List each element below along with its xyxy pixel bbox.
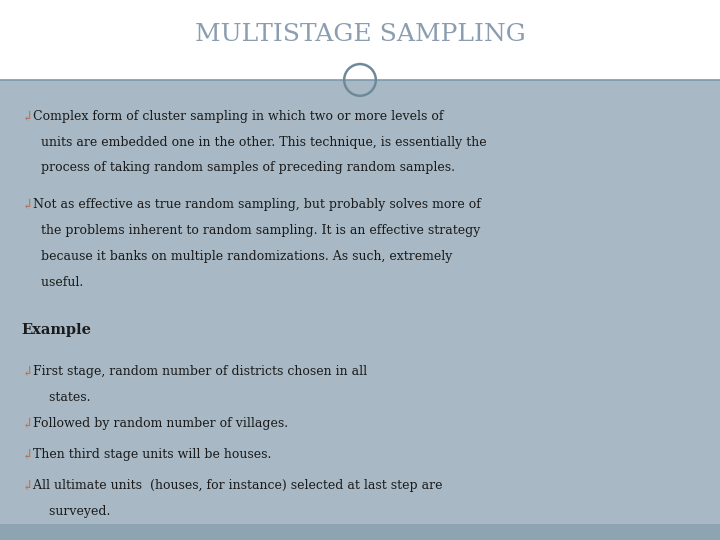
Text: states.: states.: [29, 391, 90, 404]
Text: All ultimate units  (houses, for instance) selected at last step are: All ultimate units (houses, for instance…: [29, 479, 442, 492]
Text: the problems inherent to random sampling. It is an effective strategy: the problems inherent to random sampling…: [29, 224, 480, 237]
Text: ↲: ↲: [22, 198, 33, 212]
Text: Example: Example: [22, 323, 91, 338]
Text: ↲: ↲: [22, 110, 33, 124]
Text: process of taking random samples of preceding random samples.: process of taking random samples of prec…: [29, 161, 455, 174]
Text: MULTISTAGE SAMPLING: MULTISTAGE SAMPLING: [194, 23, 526, 46]
Text: First stage, random number of districts chosen in all: First stage, random number of districts …: [29, 365, 367, 378]
Text: Complex form of cluster sampling in which two or more levels of: Complex form of cluster sampling in whic…: [29, 110, 444, 123]
Text: Not as effective as true random sampling, but probably solves more of: Not as effective as true random sampling…: [29, 198, 481, 211]
Text: ↲: ↲: [22, 448, 33, 462]
FancyBboxPatch shape: [0, 524, 720, 540]
Text: ↲: ↲: [22, 417, 33, 431]
Text: ↲: ↲: [22, 365, 33, 379]
Text: useful.: useful.: [29, 276, 83, 289]
Text: Followed by random number of villages.: Followed by random number of villages.: [29, 417, 288, 430]
Text: because it banks on multiple randomizations. As such, extremely: because it banks on multiple randomizati…: [29, 250, 452, 263]
Text: Then third stage units will be houses.: Then third stage units will be houses.: [29, 448, 271, 461]
Text: surveyed.: surveyed.: [29, 505, 110, 518]
Text: units are embedded one in the other. This technique, is essentially the: units are embedded one in the other. Thi…: [29, 136, 487, 148]
FancyBboxPatch shape: [0, 80, 720, 524]
FancyBboxPatch shape: [0, 0, 720, 80]
Text: ↲: ↲: [22, 479, 33, 493]
